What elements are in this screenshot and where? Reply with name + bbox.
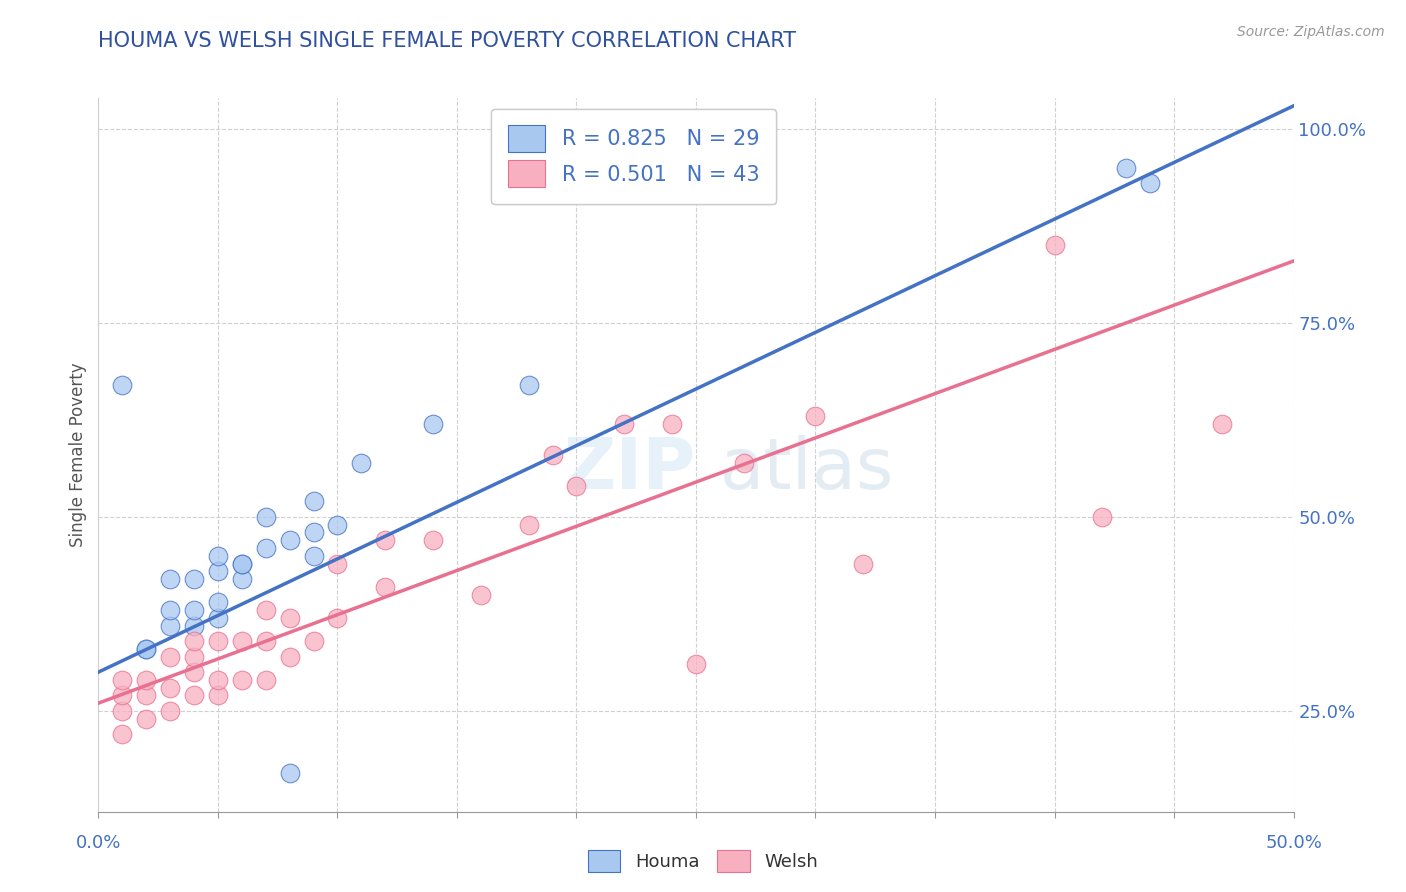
Point <box>1211 417 1233 431</box>
Legend: R = 0.825   N = 29, R = 0.501   N = 43: R = 0.825 N = 29, R = 0.501 N = 43 <box>491 109 776 203</box>
Point <box>302 525 325 540</box>
Point <box>1115 161 1137 175</box>
Point <box>111 727 134 741</box>
Point <box>183 603 205 617</box>
Point <box>254 510 277 524</box>
Point <box>207 595 229 609</box>
Text: ZIP: ZIP <box>564 434 696 504</box>
Point <box>207 673 229 687</box>
Point <box>350 456 373 470</box>
Point <box>135 641 157 656</box>
Point <box>159 572 181 586</box>
Point <box>231 557 253 571</box>
Point <box>470 588 492 602</box>
Point <box>254 634 277 648</box>
Point <box>111 378 134 392</box>
Point <box>159 704 181 718</box>
Legend: Houma, Welsh: Houma, Welsh <box>581 843 825 880</box>
Point <box>254 603 277 617</box>
Point <box>207 611 229 625</box>
Point <box>326 557 349 571</box>
Point <box>135 712 157 726</box>
Point <box>278 649 301 664</box>
Point <box>517 517 540 532</box>
Point <box>254 541 277 555</box>
Point <box>565 479 588 493</box>
Point <box>231 673 253 687</box>
Point <box>183 618 205 632</box>
Point <box>374 580 396 594</box>
Point <box>159 603 181 617</box>
Point <box>374 533 396 548</box>
Point <box>111 673 134 687</box>
Point <box>135 689 157 703</box>
Point <box>661 417 683 431</box>
Point <box>207 634 229 648</box>
Point <box>207 564 229 578</box>
Point <box>852 557 875 571</box>
Point <box>685 657 707 672</box>
Point <box>159 649 181 664</box>
Point <box>135 641 157 656</box>
Point <box>541 448 564 462</box>
Text: Source: ZipAtlas.com: Source: ZipAtlas.com <box>1237 25 1385 39</box>
Text: 50.0%: 50.0% <box>1265 834 1322 852</box>
Point <box>1043 238 1066 252</box>
Point <box>231 557 253 571</box>
Point <box>733 456 755 470</box>
Point <box>422 417 444 431</box>
Y-axis label: Single Female Poverty: Single Female Poverty <box>69 363 87 547</box>
Point <box>517 378 540 392</box>
Point <box>326 611 349 625</box>
Point <box>159 618 181 632</box>
Point <box>183 634 205 648</box>
Point <box>231 572 253 586</box>
Point <box>183 689 205 703</box>
Point <box>183 665 205 679</box>
Point <box>111 704 134 718</box>
Text: atlas: atlas <box>720 434 894 504</box>
Point <box>183 649 205 664</box>
Point <box>302 494 325 508</box>
Point <box>183 572 205 586</box>
Point <box>302 634 325 648</box>
Point <box>804 409 827 424</box>
Point <box>207 549 229 563</box>
Point <box>111 689 134 703</box>
Point <box>1139 177 1161 191</box>
Point <box>135 673 157 687</box>
Point <box>207 689 229 703</box>
Text: HOUMA VS WELSH SINGLE FEMALE POVERTY CORRELATION CHART: HOUMA VS WELSH SINGLE FEMALE POVERTY COR… <box>98 31 797 51</box>
Point <box>254 673 277 687</box>
Point <box>278 533 301 548</box>
Point <box>159 681 181 695</box>
Point <box>302 549 325 563</box>
Point <box>613 417 636 431</box>
Point <box>231 634 253 648</box>
Point <box>422 533 444 548</box>
Point <box>1091 510 1114 524</box>
Point <box>326 517 349 532</box>
Point <box>278 766 301 780</box>
Text: 0.0%: 0.0% <box>76 834 121 852</box>
Point <box>278 611 301 625</box>
